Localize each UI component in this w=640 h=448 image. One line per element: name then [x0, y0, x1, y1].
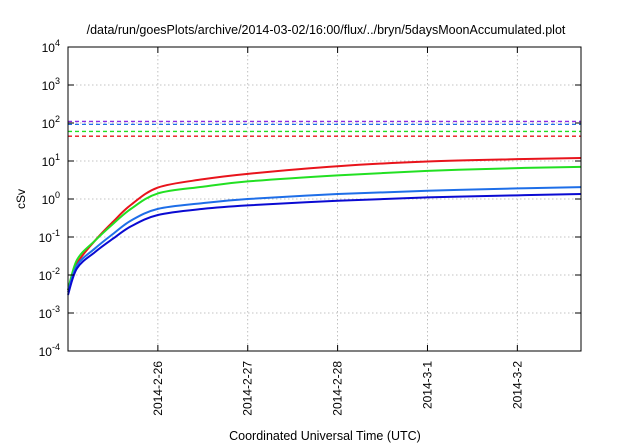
x-tick-label: 2014-2-28 [331, 361, 345, 416]
y-ticks: 10-4 10-3 10-2 10-1 100 101 102 103 104 [39, 38, 581, 359]
y-tick-label: 104 [42, 38, 60, 55]
x-axis-label: Coordinated Universal Time (UTC) [229, 429, 421, 443]
y-tick-label: 10-3 [39, 304, 60, 321]
y-tick-label: 102 [42, 114, 60, 131]
y-tick-label: 10-4 [39, 342, 60, 359]
y-tick-label: 103 [42, 76, 60, 93]
y-tick-label: 10-2 [39, 266, 60, 283]
series-line [67, 156, 582, 291]
y-tick-label: 10-1 [39, 228, 60, 245]
x-tick-label: 2014-3-1 [420, 361, 434, 409]
series-line [67, 186, 582, 293]
series-line [67, 193, 582, 296]
series-line [67, 165, 582, 291]
y-axis-label: cSv [14, 189, 28, 209]
x-ticks: 2014-2-26 2014-2-27 2014-2-28 2014-3-1 2014-… [151, 47, 524, 416]
series-lines [67, 156, 582, 296]
x-tick-label: 2014-2-27 [241, 361, 255, 416]
chart-title: /data/run/goesPlots/archive/2014-03-02/1… [87, 23, 566, 37]
y-tick-label: 100 [42, 190, 60, 207]
x-tick-label: 2014-3-2 [510, 361, 524, 409]
x-tick-label: 2014-2-26 [151, 361, 165, 416]
threshold-lines [68, 120, 581, 137]
y-tick-label: 101 [42, 152, 60, 169]
